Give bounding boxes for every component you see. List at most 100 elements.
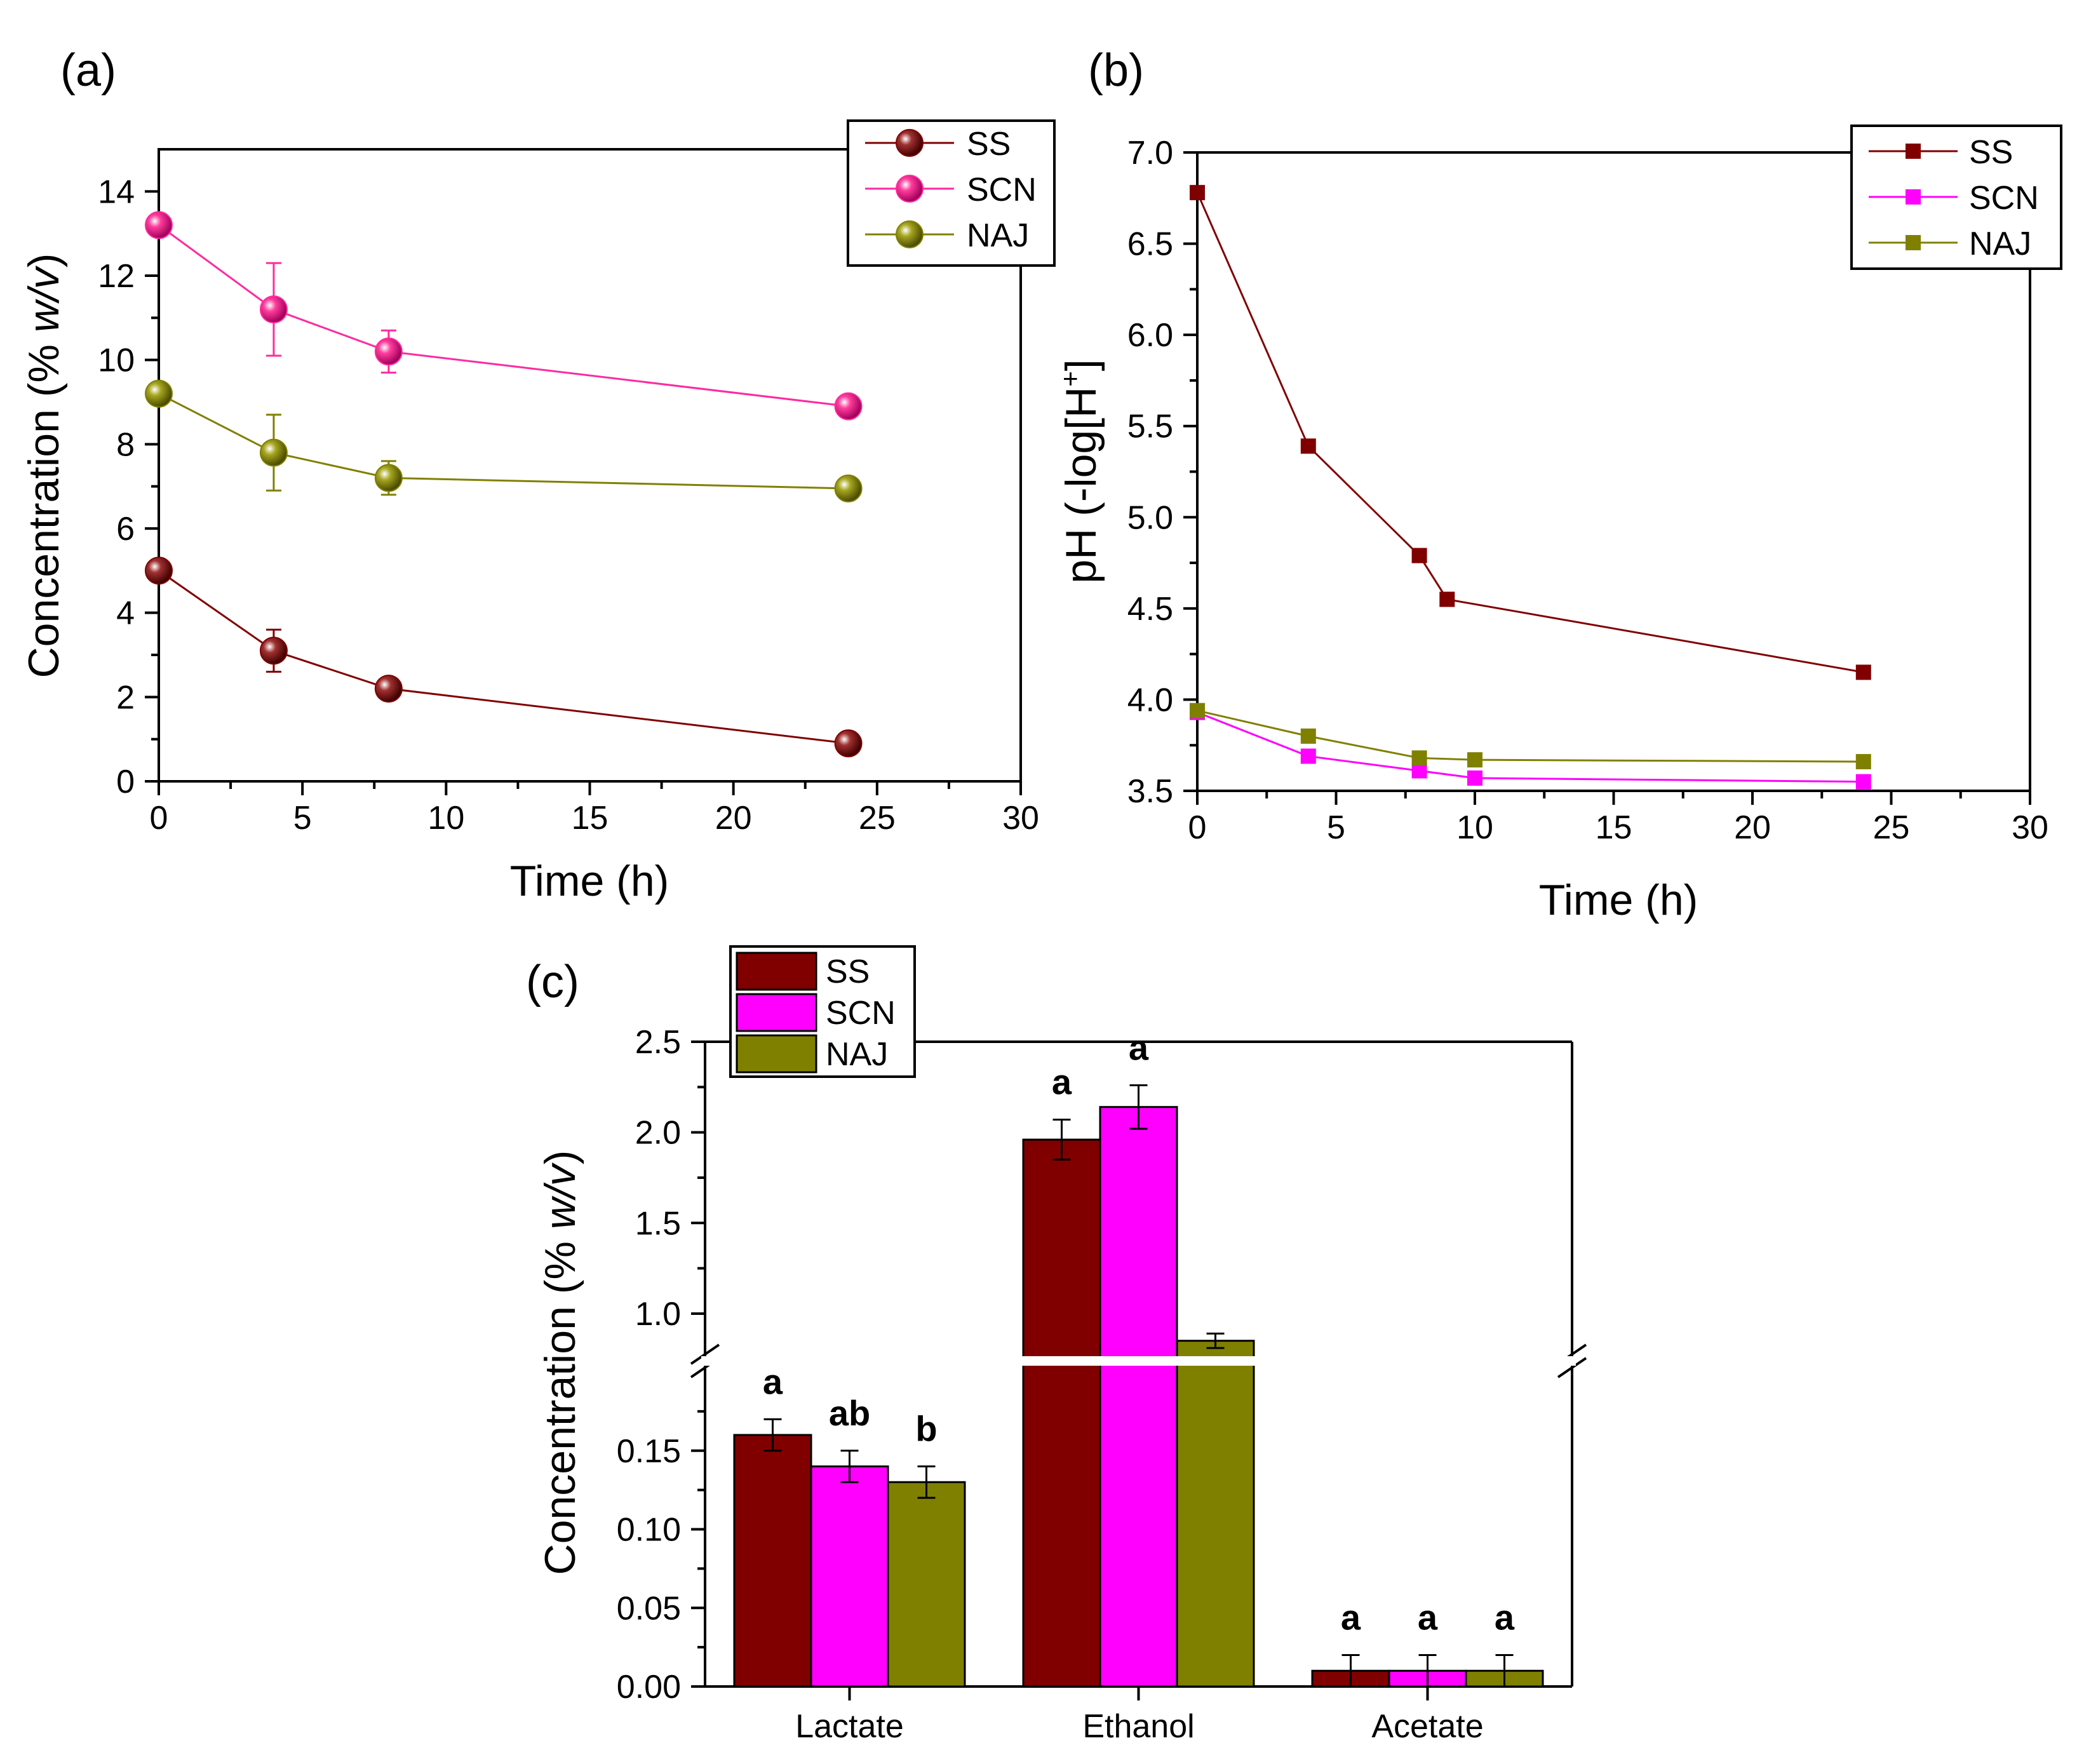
panel-a-series-line (158, 393, 849, 490)
panel-a-legend-marker (896, 220, 924, 248)
panel-b-data-point (1411, 750, 1427, 766)
panel-a-y-tick-label: 2 (116, 679, 135, 716)
panel-c-legend-label: SCN (826, 995, 896, 1032)
panel-a-series-line (158, 570, 849, 744)
panel-c-legend-label: NAJ (826, 1036, 888, 1073)
panel-a-legend-marker (896, 175, 924, 203)
panel-b-legend: SS SCN NAJ (1850, 125, 2062, 270)
panel-b-data-point (1190, 185, 1205, 201)
panel-b-y-tick-label: 4.0 (1127, 682, 1173, 718)
panel-b-series-scn (1190, 704, 1871, 790)
panel-c-x-tick-label: Ethanol (1082, 1708, 1194, 1745)
panel-c-error-bar (1418, 1654, 1437, 1688)
panel-c-y-tick-label: 2.0 (635, 1115, 681, 1152)
panel-a-x-tick-label: 10 (427, 800, 464, 837)
panel-a-y-tick-label: 12 (98, 258, 135, 295)
panel-b-data-point (1300, 748, 1316, 764)
panel-b-series-line (1197, 711, 1864, 783)
panel-c-significance-label: a (763, 1361, 783, 1401)
panel-a: (a) 0 5 10 15 20 25 30 0 2 4 6 8 10 12 14 SS SCN NAJ Tim… (20, 45, 1056, 905)
panel-a-data-point (145, 379, 173, 408)
panel-b-y-tick-label: 5.5 (1127, 408, 1173, 445)
panel-c-group-lactate: a ab b (733, 1361, 966, 1688)
panel-b-series-ss (1190, 185, 1871, 680)
panel-c-bar (1176, 1340, 1255, 1688)
panel-b-data-point (1300, 728, 1316, 744)
panel-a-legend-marker (896, 129, 924, 157)
panel-c-error-bar (840, 1450, 859, 1483)
panel-c-legend: SS SCN NAJ (729, 945, 916, 1078)
panel-c-label: (c) (526, 957, 579, 1007)
panel-c-axis-break-mark (690, 1343, 720, 1365)
panel-c-significance-label: a (1418, 1598, 1438, 1638)
panel-b: (b) 0 5 10 15 20 25 30 3.5 4.0 4.5 5.0 5.5 6.0 6.5 7.0… (1055, 45, 2062, 924)
panel-c-axis-break-mark (1557, 1357, 1587, 1378)
panel-a-y-tick-label: 8 (116, 426, 135, 463)
panel-c-y-tick-label: 0.00 (617, 1669, 681, 1706)
panel-c-y-tick-label: 0.05 (617, 1590, 681, 1627)
panel-b-legend-label: SCN (1969, 180, 2039, 217)
panel-b-x-tick-label: 30 (2012, 809, 2048, 846)
panel-c-x-tick-label: Lactate (795, 1708, 904, 1745)
panel-a-data-point (259, 636, 288, 665)
panel-a-x-tick-label: 0 (150, 800, 168, 837)
panel-b-y-tick-label: 6.0 (1127, 317, 1173, 354)
panel-c-y-tick-label: 1.5 (635, 1205, 681, 1242)
panel-b-label: (b) (1088, 45, 1144, 96)
panel-c-y-axis-title: Concentration (% w/v) (536, 1150, 584, 1575)
panel-b-data-point (1855, 754, 1871, 770)
panel-c-significance-label: a (1129, 1027, 1149, 1067)
panel-a-legend-label: SS (967, 126, 1011, 163)
panel-a-legend-label: NAJ (967, 217, 1029, 254)
panel-c-x-tick-label: Acetate (1371, 1708, 1483, 1745)
panel-c-significance-label: ab (829, 1393, 870, 1433)
panel-b-x-tick-label: 25 (1873, 809, 1910, 846)
panel-b-x-tick-label: 20 (1734, 809, 1771, 846)
panel-a-data-point (259, 295, 288, 324)
panel-a-series-ss (145, 556, 863, 758)
panel-c-error-bar (917, 1465, 936, 1499)
panel-b-y-axis-title: pH (-log[H+] (1055, 359, 1105, 583)
panel-b-data-point (1467, 770, 1482, 786)
panel-c-bar (733, 1434, 812, 1688)
panel-c: (c) 0.00 0.05 0.10 0.15 1.0 1.5 2.0 2.5 Lactate E… (526, 945, 1587, 1745)
panel-a-legend-box (847, 119, 1056, 267)
panel-c-bar (810, 1465, 889, 1688)
panel-b-x-tick-label: 5 (1327, 809, 1345, 846)
panel-a-label: (a) (60, 45, 116, 96)
panel-a-x-tick-label: 30 (1002, 800, 1039, 837)
panel-a-x-axis-title: Time (h) (510, 857, 669, 905)
panel-a-series-naj (145, 379, 863, 502)
panel-c-bar (1099, 1106, 1178, 1688)
panel-c-error-bar (1052, 1119, 1071, 1161)
panel-a-series-scn (145, 211, 863, 421)
panel-b-legend-label: NAJ (1969, 226, 2031, 262)
panel-b-data-point (1411, 763, 1427, 779)
panel-b-data-point (1190, 703, 1205, 718)
panel-a-data-point (145, 211, 173, 239)
panel-b-x-tick-label: 0 (1188, 809, 1207, 846)
panel-c-error-bar (1495, 1654, 1514, 1688)
panel-b-legend-label: SS (1969, 134, 2013, 171)
panel-a-x-tick-label: 25 (859, 800, 896, 837)
panel-b-legend-marker (1906, 144, 1921, 159)
panel-c-legend-swatch (736, 993, 817, 1032)
panel-c-significance-label: b (915, 1409, 937, 1449)
panel-a-x-tick-label: 5 (293, 800, 312, 837)
panel-a-legend: SS SCN NAJ (847, 119, 1056, 267)
panel-b-data-point (1300, 438, 1316, 454)
panel-a-data-point (145, 556, 173, 585)
panel-a-data-point (374, 337, 403, 366)
panel-a-data-point (374, 464, 403, 492)
panel-a-y-tick-label: 6 (116, 511, 135, 548)
panel-a-data-point (374, 675, 403, 703)
panel-a-x-tick-label: 20 (715, 800, 752, 837)
panel-a-y-axis-title: Concentration (% w/v) (20, 253, 68, 678)
panel-b-data-point (1439, 591, 1455, 607)
panel-c-significance-label: a (1052, 1062, 1072, 1102)
panel-b-y-tick-label: 4.5 (1127, 591, 1173, 628)
panel-b-data-point (1855, 664, 1871, 680)
panel-c-error-bar (1129, 1084, 1148, 1130)
panel-b-data-point (1411, 548, 1427, 563)
